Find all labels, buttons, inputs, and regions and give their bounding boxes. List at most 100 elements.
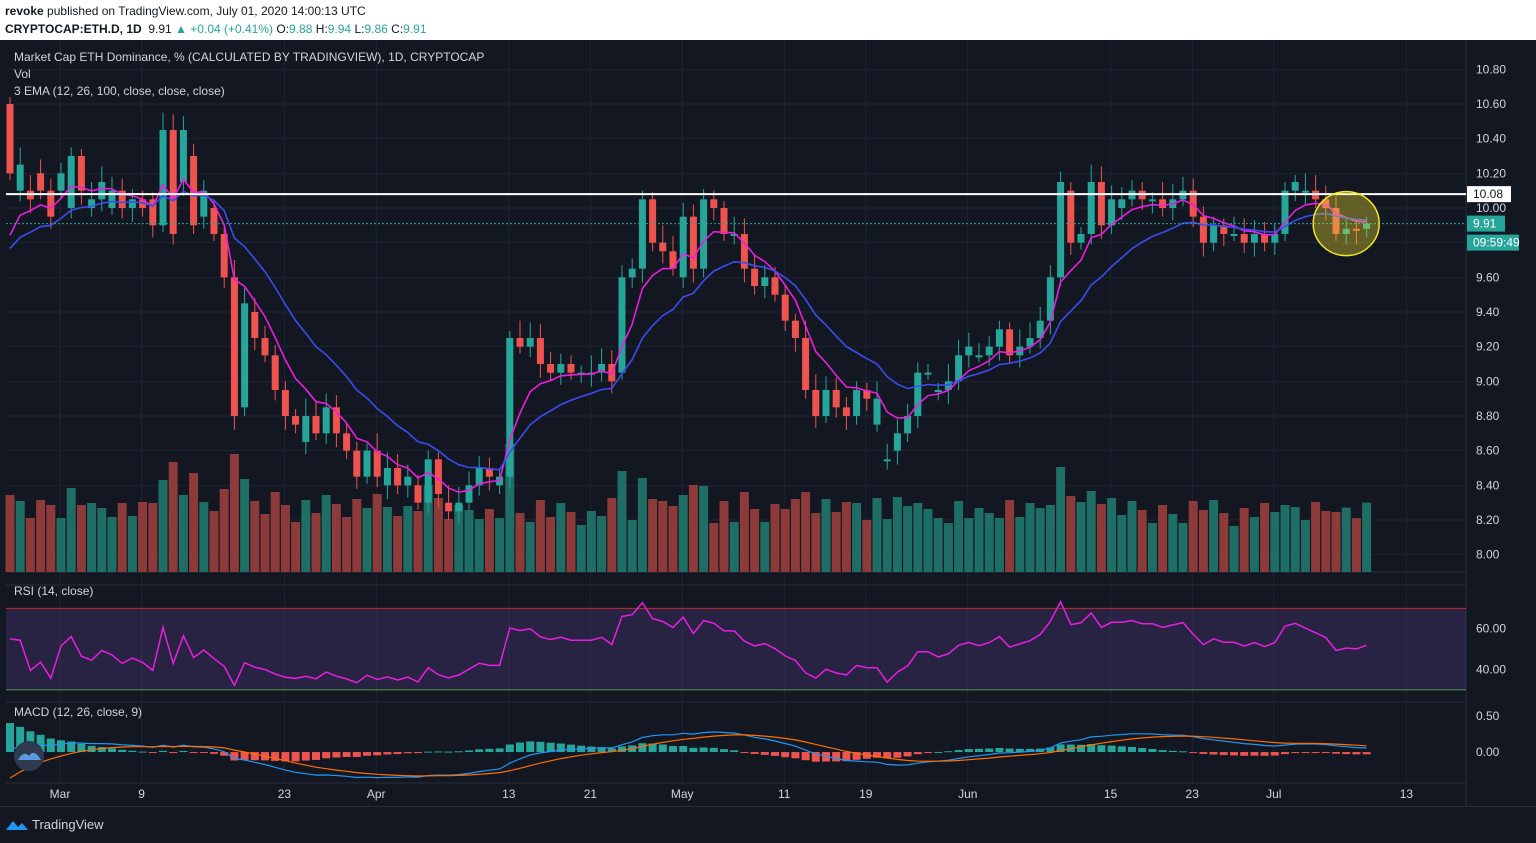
time-tick-label: Jul (1266, 787, 1281, 801)
volume-bar (954, 501, 964, 572)
candle-body (914, 372, 922, 416)
macd-histogram-bar (597, 747, 606, 753)
macd-histogram-bar (1148, 748, 1157, 753)
price-tick-label: 8.20 (1476, 513, 1500, 527)
macd-histogram-bar (1209, 752, 1218, 755)
candle-body (1230, 234, 1238, 236)
macd-histogram-bar (852, 752, 861, 760)
volume-bar (1005, 500, 1015, 572)
macd-histogram-bar (414, 752, 422, 754)
volume-bar (1198, 510, 1208, 572)
volume-bar (199, 502, 209, 572)
publisher[interactable]: revoke (5, 4, 44, 18)
volume-bar (1209, 500, 1219, 572)
volume-bar (107, 517, 117, 572)
candle-body (485, 468, 493, 477)
candle-body (179, 130, 187, 182)
volume-bar (913, 503, 923, 572)
ema-legend: 3 EMA (12, 26, 100, close, close, close) (14, 84, 225, 98)
candle-body (159, 130, 167, 226)
volume-bar (1117, 515, 1127, 572)
candle-body (832, 390, 840, 408)
volume-bar (87, 503, 97, 572)
macd-histogram-bar (383, 752, 392, 755)
volume-bar (209, 511, 219, 572)
volume-bar (678, 495, 688, 572)
volume-bar (454, 505, 464, 572)
candle-body (1332, 208, 1340, 234)
time-tick-label: 23 (278, 787, 292, 801)
macd-histogram-bar (301, 752, 310, 761)
brand-name[interactable]: TradingView (32, 817, 104, 832)
macd-histogram-bar (424, 751, 433, 753)
candle-body (547, 364, 555, 373)
candle-body (1159, 199, 1167, 208)
candle-body (414, 485, 422, 503)
macd-histogram-bar (720, 749, 728, 753)
macd-histogram-bar (1270, 752, 1279, 756)
macd-histogram-bar (1332, 752, 1340, 754)
volume-bar (1239, 508, 1249, 572)
macd-histogram-bar (220, 752, 229, 756)
macd-histogram-bar (97, 747, 106, 753)
candle-body (1148, 199, 1156, 202)
macd-histogram-bar (148, 752, 157, 754)
macd-histogram-bar (342, 752, 351, 757)
up-arrow-icon: ▲ (175, 22, 187, 36)
volume-bar (1127, 501, 1137, 572)
candle-body (557, 364, 565, 373)
countdown-label: 09:59:49 (1467, 234, 1520, 251)
candle-body (475, 468, 483, 486)
chart-canvas[interactable]: 10.8010.6010.4010.2010.009.809.609.409.2… (0, 40, 1536, 806)
candle-body (924, 372, 932, 375)
volume-bar (189, 473, 199, 572)
macd-histogram-bar (322, 752, 331, 759)
candle-body (761, 277, 769, 286)
volume-bar (158, 480, 168, 572)
macd-histogram-bar (271, 752, 280, 761)
candle-body (455, 502, 463, 512)
open-label: O: (276, 22, 290, 36)
candle-body (16, 164, 24, 191)
candle-body (1261, 234, 1269, 243)
candle-body (771, 277, 779, 295)
volume-bar (699, 486, 709, 572)
price-tick-label: 9.20 (1476, 340, 1500, 354)
tv-logo-badge[interactable] (14, 741, 44, 771)
candle-body (638, 199, 646, 269)
macd-histogram-bar (495, 748, 504, 753)
volume-bar (780, 509, 790, 572)
candle-body (883, 459, 891, 462)
volume-bar (586, 511, 596, 572)
candle-body (944, 381, 952, 390)
open-value: 9.88 (289, 22, 313, 36)
macd-histogram-bar (964, 749, 973, 753)
candle-body (1301, 190, 1309, 193)
macd-histogram-bar (781, 752, 790, 758)
candle-body (598, 364, 606, 373)
volume-bar (1168, 514, 1178, 572)
svg-text:10.08: 10.08 (1473, 187, 1503, 201)
svg-text:9.91: 9.91 (1473, 217, 1497, 231)
volume-bar (311, 513, 321, 572)
macd-histogram-bar (1362, 752, 1371, 755)
volume-bar (770, 504, 780, 572)
volume-bar (46, 505, 56, 572)
candle-body (190, 156, 198, 226)
macd-histogram-bar (403, 752, 412, 754)
candle-body (659, 242, 667, 252)
volume-bar (535, 500, 545, 572)
macd-histogram-bar (1260, 752, 1269, 756)
volume-bar (1178, 523, 1188, 572)
volume-bar (1341, 507, 1351, 572)
volume-bar (852, 503, 862, 572)
macd-histogram-bar (1179, 751, 1187, 753)
candle-body (853, 390, 861, 416)
macd-histogram-bar (230, 752, 239, 761)
macd-histogram-bar (159, 750, 167, 753)
volume-bar (525, 522, 535, 572)
candle-body (261, 338, 269, 356)
volume-bar (750, 509, 760, 572)
macd-histogram-bar (1138, 747, 1147, 753)
candle-body (536, 338, 544, 364)
